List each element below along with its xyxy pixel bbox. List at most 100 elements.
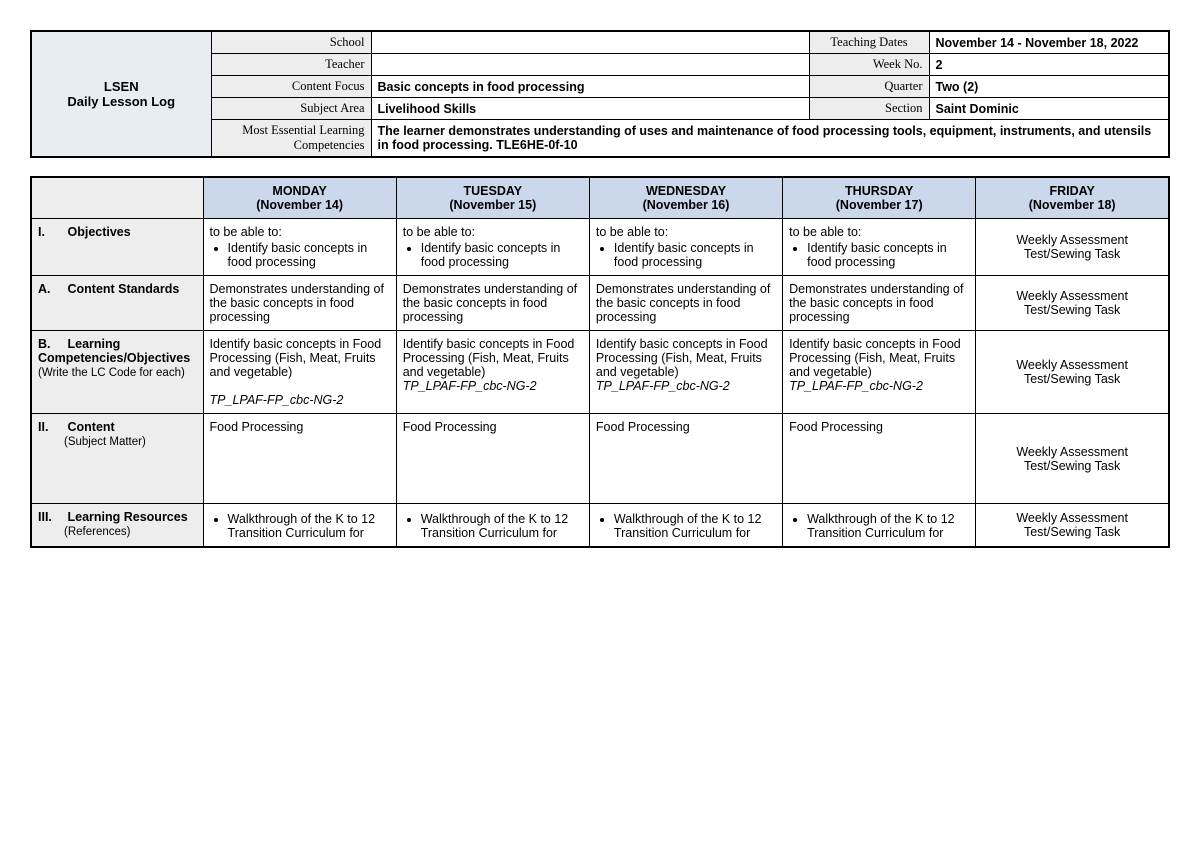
day-header-tue: TUESDAY (November 15): [396, 177, 589, 219]
cell-cstd-mon: Demonstrates understanding of the basic …: [203, 276, 396, 331]
row-content: II. Content (Subject Matter) Food Proces…: [31, 414, 1169, 504]
day-header-thu: THURSDAY (November 17): [783, 177, 976, 219]
cell-cstd-tue: Demonstrates understanding of the basic …: [396, 276, 589, 331]
value-teaching-dates: November 14 - November 18, 2022: [929, 31, 1169, 54]
res-bullet-thu: Walkthrough of the K to 12 Transition Cu…: [807, 512, 969, 540]
lc-text-mon: Identify basic concepts in Food Processi…: [210, 337, 382, 379]
label-school: School: [211, 31, 371, 54]
rowhdr-resources: III. Learning Resources (References): [31, 504, 203, 548]
cell-content-thu: Food Processing: [783, 414, 976, 504]
value-school: [371, 31, 809, 54]
rowtitle-resources: Learning Resources: [67, 510, 187, 524]
rowsub-learning-comp: (Write the LC Code for each): [38, 367, 185, 379]
rowhdr-content: II. Content (Subject Matter): [31, 414, 203, 504]
cell-res-mon: Walkthrough of the K to 12 Transition Cu…: [203, 504, 396, 548]
day-date-tue: (November 15): [449, 198, 536, 212]
cell-res-thu: Walkthrough of the K to 12 Transition Cu…: [783, 504, 976, 548]
day-date-mon: (November 14): [256, 198, 343, 212]
day-date-thu: (November 17): [836, 198, 923, 212]
cell-content-fri: Weekly Assessment Test/Sewing Task: [976, 414, 1169, 504]
lesson-log-header-table: LSEN Daily Lesson Log School Teaching Da…: [30, 30, 1170, 158]
cell-obj-thu: to be able to: Identify basic concepts i…: [783, 219, 976, 276]
value-quarter: Two (2): [929, 76, 1169, 98]
lc-code-tue: TP_LPAF-FP_cbc-NG-2: [403, 379, 537, 393]
cell-content-mon: Food Processing: [203, 414, 396, 504]
cell-content-wed: Food Processing: [589, 414, 782, 504]
weekly-plan-table: MONDAY (November 14) TUESDAY (November 1…: [30, 176, 1170, 548]
label-week-no: Week No.: [809, 54, 929, 76]
label-quarter: Quarter: [809, 76, 929, 98]
rownum-content: II.: [38, 420, 64, 434]
cell-content-tue: Food Processing: [396, 414, 589, 504]
lc-text-wed: Identify basic concepts in Food Processi…: [596, 337, 768, 379]
cell-lc-wed: Identify basic concepts in Food Processi…: [589, 331, 782, 414]
value-teacher: [371, 54, 809, 76]
cell-lc-thu: Identify basic concepts in Food Processi…: [783, 331, 976, 414]
day-name-fri: FRIDAY: [1049, 184, 1094, 198]
label-teaching-dates: Teaching Dates: [809, 31, 929, 54]
cell-lc-mon: Identify basic concepts in Food Processi…: [203, 331, 396, 414]
obj-lead-thu: to be able to:: [789, 225, 861, 239]
day-name-tue: TUESDAY: [464, 184, 523, 198]
day-header-wed: WEDNESDAY (November 16): [589, 177, 782, 219]
lc-code-mon: TP_LPAF-FP_cbc-NG-2: [210, 393, 344, 407]
obj-lead-tue: to be able to:: [403, 225, 475, 239]
rowhdr-learning-comp: B. Learning Competencies/Objectives (Wri…: [31, 331, 203, 414]
rowtitle-objectives: Objectives: [67, 225, 130, 239]
cell-cstd-fri: Weekly Assessment Test/Sewing Task: [976, 276, 1169, 331]
lc-code-thu: TP_LPAF-FP_cbc-NG-2: [789, 379, 923, 393]
rownum-learning-comp: B.: [38, 337, 64, 351]
lc-code-wed: TP_LPAF-FP_cbc-NG-2: [596, 379, 730, 393]
day-name-wed: WEDNESDAY: [646, 184, 726, 198]
cell-res-fri: Weekly Assessment Test/Sewing Task: [976, 504, 1169, 548]
rowhdr-content-std: A. Content Standards: [31, 276, 203, 331]
value-week-no: 2: [929, 54, 1169, 76]
row-objectives: I. Objectives to be able to: Identify ba…: [31, 219, 1169, 276]
day-name-mon: MONDAY: [272, 184, 326, 198]
obj-bullet-mon: Identify basic concepts in food processi…: [228, 241, 390, 269]
row-learning-competencies: B. Learning Competencies/Objectives (Wri…: [31, 331, 1169, 414]
cell-res-tue: Walkthrough of the K to 12 Transition Cu…: [396, 504, 589, 548]
row-content-standards: A. Content Standards Demonstrates unders…: [31, 276, 1169, 331]
cell-cstd-thu: Demonstrates understanding of the basic …: [783, 276, 976, 331]
obj-bullet-tue: Identify basic concepts in food processi…: [421, 241, 583, 269]
obj-lead-mon: to be able to:: [210, 225, 282, 239]
cell-obj-tue: to be able to: Identify basic concepts i…: [396, 219, 589, 276]
res-bullet-tue: Walkthrough of the K to 12 Transition Cu…: [421, 512, 583, 540]
corner-cell: [31, 177, 203, 219]
rowtitle-content: Content: [67, 420, 114, 434]
value-section: Saint Dominic: [929, 98, 1169, 120]
cell-res-wed: Walkthrough of the K to 12 Transition Cu…: [589, 504, 782, 548]
rownum-objectives: I.: [38, 225, 64, 239]
rowhdr-objectives: I. Objectives: [31, 219, 203, 276]
cell-obj-wed: to be able to: Identify basic concepts i…: [589, 219, 782, 276]
label-teacher: Teacher: [211, 54, 371, 76]
log-title-line1: LSEN: [104, 79, 139, 94]
label-melc: Most Essential Learning Competencies: [211, 120, 371, 158]
label-section: Section: [809, 98, 929, 120]
obj-bullet-wed: Identify basic concepts in food processi…: [614, 241, 776, 269]
row-learning-resources: III. Learning Resources (References) Wal…: [31, 504, 1169, 548]
day-header-fri: FRIDAY (November 18): [976, 177, 1169, 219]
obj-bullet-thu: Identify basic concepts in food processi…: [807, 241, 969, 269]
rownum-content-std: A.: [38, 282, 64, 296]
log-title: LSEN Daily Lesson Log: [31, 31, 211, 157]
cell-obj-fri: Weekly Assessment Test/Sewing Task: [976, 219, 1169, 276]
log-title-line2: Daily Lesson Log: [67, 94, 175, 109]
label-subject-area: Subject Area: [211, 98, 371, 120]
rowtitle-content-std: Content Standards: [67, 282, 179, 296]
cell-cstd-wed: Demonstrates understanding of the basic …: [589, 276, 782, 331]
day-header-mon: MONDAY (November 14): [203, 177, 396, 219]
day-date-fri: (November 18): [1029, 198, 1116, 212]
res-bullet-mon: Walkthrough of the K to 12 Transition Cu…: [228, 512, 390, 540]
value-content-focus: Basic concepts in food processing: [371, 76, 809, 98]
label-content-focus: Content Focus: [211, 76, 371, 98]
value-subject-area: Livelihood Skills: [371, 98, 809, 120]
cell-lc-fri: Weekly Assessment Test/Sewing Task: [976, 331, 1169, 414]
lc-text-thu: Identify basic concepts in Food Processi…: [789, 337, 961, 379]
rownum-resources: III.: [38, 510, 64, 524]
obj-lead-wed: to be able to:: [596, 225, 668, 239]
value-melc: The learner demonstrates understanding o…: [371, 120, 1169, 158]
lc-text-tue: Identify basic concepts in Food Processi…: [403, 337, 575, 379]
cell-lc-tue: Identify basic concepts in Food Processi…: [396, 331, 589, 414]
